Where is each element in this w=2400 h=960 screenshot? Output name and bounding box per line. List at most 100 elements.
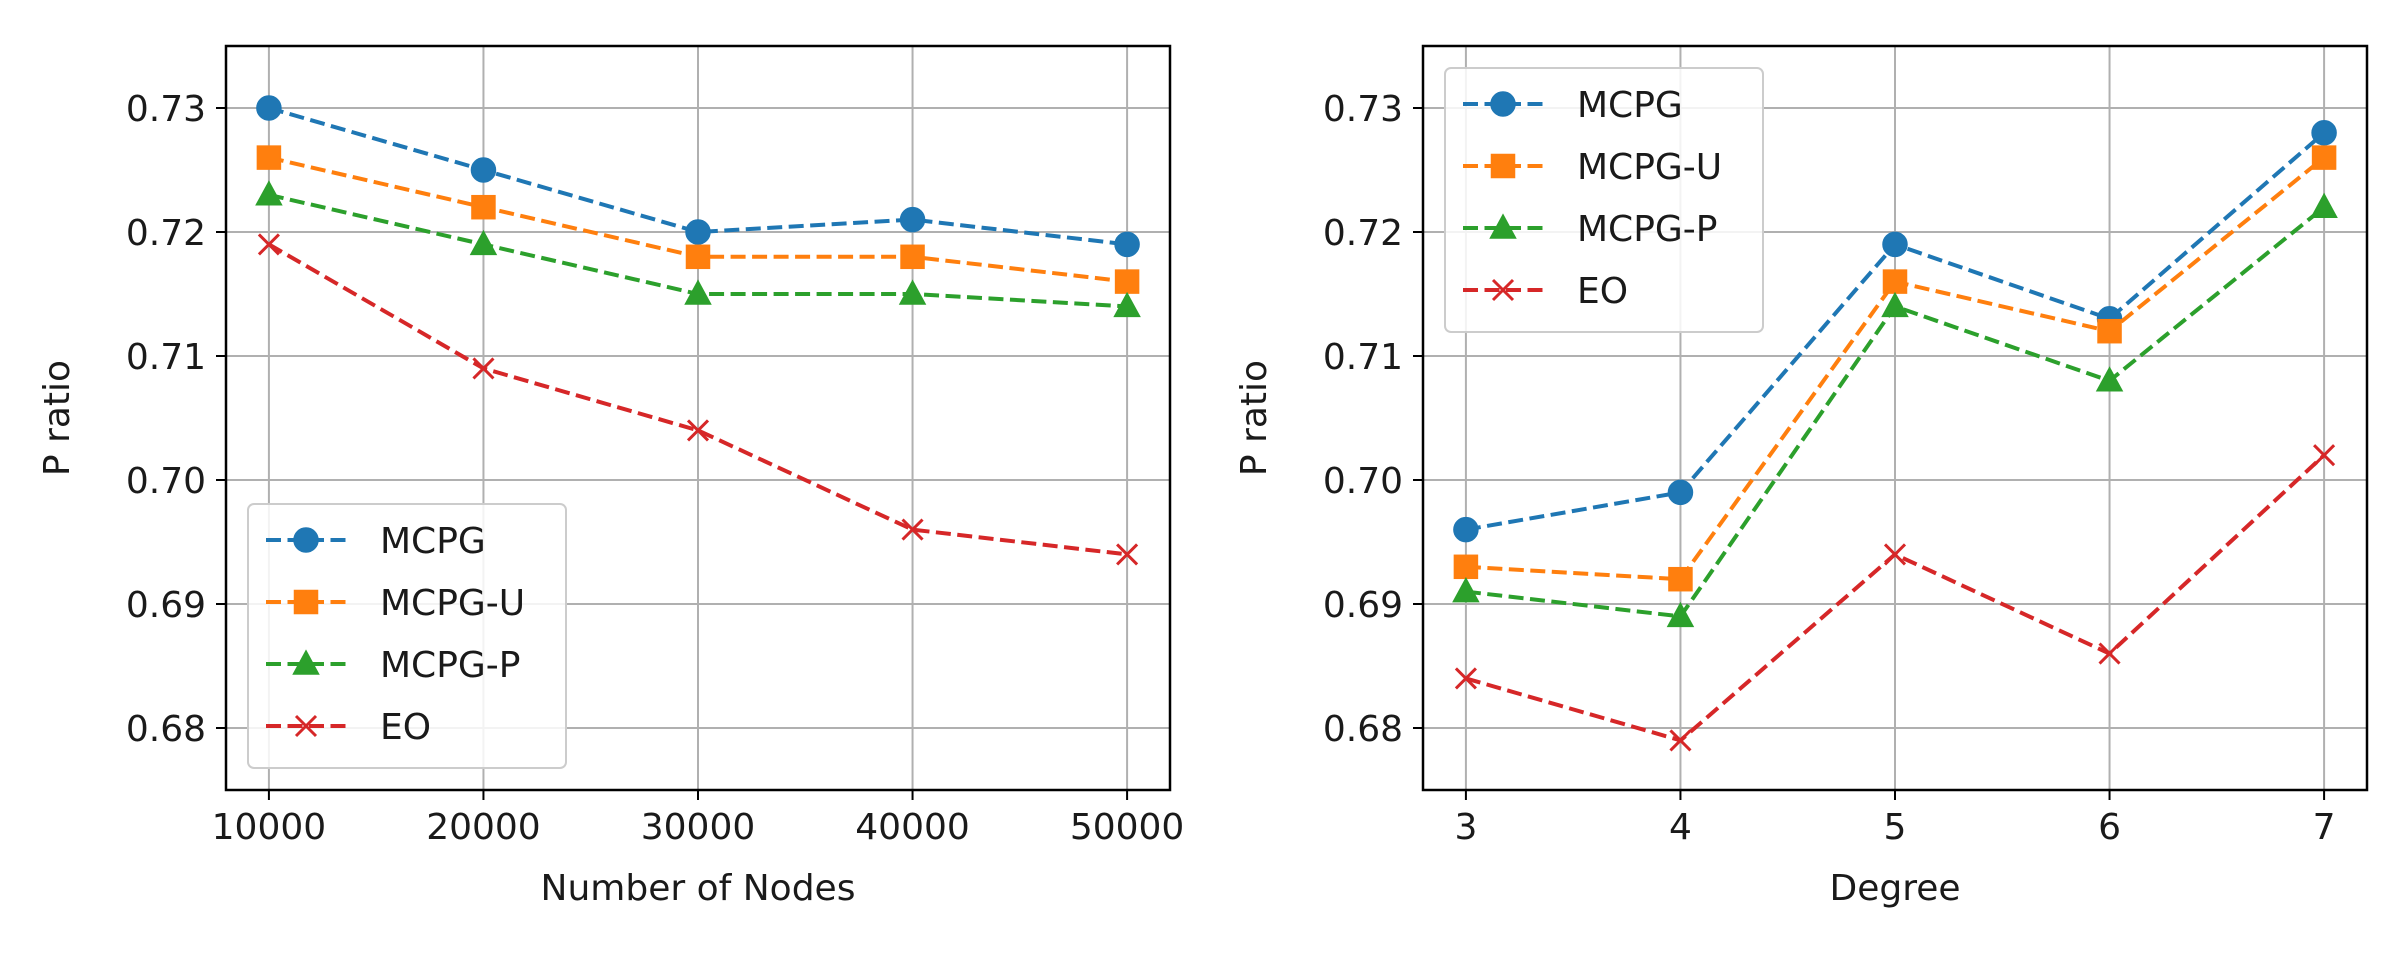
y-tick-label: 0.68 [126, 709, 206, 750]
data-point-mcpg [1453, 516, 1479, 543]
legend-swatch-marker-stroke-b [294, 714, 318, 738]
series-mcpg [256, 95, 1140, 258]
data-point-mcpg-p [1113, 291, 1141, 318]
data-point-mcpg-p [1452, 577, 1480, 603]
x-axis-ticks: 3 4 5 6 7 [1454, 790, 2336, 848]
data-point-mcpg [685, 219, 711, 245]
x-axis-ticks: 10000 20000 30000 40000 50000 [212, 790, 1184, 848]
legend-item-eo: EO [1463, 271, 1628, 312]
y-axis-ticks: 0.68 0.69 0.70 0.71 0.72 0.73 [1323, 89, 1423, 750]
data-point-mcpg-p [2095, 366, 2124, 392]
y-tick-label: 0.71 [1323, 337, 1403, 378]
data-point-eo-stroke-b [2313, 444, 2336, 467]
data-point-eo [1669, 729, 1692, 752]
legend-label: MCPG [1577, 85, 1683, 126]
data-point-mcpg [1114, 231, 1140, 258]
legend-label: MCPG [380, 521, 486, 562]
y-tick-label: 0.68 [1323, 709, 1403, 750]
y-tick-label: 0.70 [1323, 461, 1403, 502]
y-tick-label: 0.70 [126, 461, 206, 502]
data-point-eo [472, 357, 495, 380]
left-chart-panel: 10000 20000 30000 40000 50000 0.68 0.69 0.70 0.7… [37, 44, 1184, 909]
legend-label: MCPG-P [380, 645, 521, 686]
data-point-mcpg [1882, 231, 1908, 258]
data-point-eo-stroke-b [1454, 667, 1477, 690]
series-line-eo [267, 242, 1128, 557]
x-tick-label: 4 [1669, 807, 1692, 848]
legend-swatch-marker [1490, 153, 1516, 179]
data-point-eo-stroke-b [686, 419, 710, 442]
data-point-mcpg-u [1114, 269, 1140, 294]
x-tick-label: 3 [1454, 807, 1477, 848]
data-point-eo [1883, 543, 1907, 566]
data-point-mcpg [470, 157, 497, 183]
legend-swatch-marker-stroke-b [1491, 278, 1515, 302]
data-point-mcpg-u [256, 145, 282, 170]
x-tick-label: 40000 [855, 807, 970, 848]
series-mcpg-u [256, 145, 1140, 294]
data-point-eo [901, 518, 924, 541]
data-point-mcpg [1667, 479, 1694, 506]
data-point-eo-stroke-b [472, 357, 495, 380]
data-point-eo [686, 419, 710, 442]
data-point-eo [2098, 642, 2121, 665]
y-axis-label: P ratio [1234, 360, 1275, 476]
legend-item-mcpg-u: MCPG-U [1463, 147, 1722, 188]
legend-item-mcpg: MCPG [1463, 85, 1683, 126]
x-axis-label: Degree [1829, 868, 1960, 909]
legend-swatch-marker [1490, 91, 1516, 117]
legend-label: EO [380, 707, 431, 748]
legend-swatch-marker [293, 589, 319, 615]
legend-item-mcpg-p: MCPG-P [266, 645, 521, 686]
data-point-eo-stroke-b [1116, 543, 1139, 566]
y-tick-label: 0.69 [126, 585, 206, 626]
data-point-eo-stroke-b [257, 233, 280, 256]
legend-box [1444, 67, 1764, 333]
legend-swatch-marker [1491, 278, 1515, 302]
y-tick-label: 0.71 [126, 337, 206, 378]
data-point-mcpg-p [469, 229, 498, 256]
data-point-eo [257, 233, 280, 256]
data-point-mcpg [256, 95, 282, 121]
data-point-mcpg-p [1881, 291, 1909, 318]
axes-frame [224, 44, 1172, 792]
y-tick-label: 0.69 [1323, 585, 1403, 626]
legend-swatch-marker [294, 714, 318, 738]
y-tick-label: 0.72 [1323, 213, 1403, 254]
data-point-eo-stroke-b [1669, 729, 1692, 752]
right-chart-panel: 3 4 5 6 7 0.68 0.69 0.70 0.71 0.72 0.73 Degree P rat… [1234, 44, 2369, 909]
y-tick-label: 0.72 [126, 213, 206, 254]
x-tick-label: 5 [1884, 807, 1907, 848]
data-point-mcpg-p [2310, 192, 2338, 218]
data-point-mcpg [899, 206, 926, 233]
x-axis-label: Number of Nodes [541, 868, 856, 909]
legend-label: MCPG-U [380, 583, 525, 624]
legend-swatch-marker [1489, 213, 1517, 239]
data-point-eo-stroke-b [901, 518, 924, 541]
data-point-mcpg-u [2097, 318, 2122, 344]
data-point-mcpg-u [471, 194, 496, 220]
series-mcpg-p [1452, 192, 2338, 628]
data-point-eo-stroke-b [2098, 642, 2121, 665]
legend-label: MCPG-P [1577, 209, 1718, 250]
legend-swatch-marker [292, 649, 320, 675]
legend-item-mcpg: MCPG [266, 521, 486, 562]
legend-box [247, 503, 567, 769]
y-axis-label: P ratio [37, 360, 78, 476]
series-mcpg-p [255, 180, 1141, 318]
legend-swatch-marker [293, 527, 319, 553]
legend-label: MCPG-U [1577, 147, 1722, 188]
y-tick-label: 0.73 [126, 89, 206, 130]
data-point-mcpg-u [1882, 269, 1908, 294]
data-point-mcpg-u [2311, 145, 2337, 170]
data-point-mcpg-u [900, 244, 925, 270]
series-eo [1454, 444, 2336, 752]
data-point-eo [2313, 444, 2336, 467]
series-mcpg [1453, 120, 2337, 543]
legend: MCPG MCPG-U MCPG-P EO [247, 503, 567, 769]
legend: MCPG MCPG-U MCPG-P EO [1444, 67, 1764, 333]
data-point-mcpg-u [1668, 566, 1693, 592]
y-tick-label: 0.73 [1323, 89, 1403, 130]
data-point-eo [1454, 667, 1477, 690]
